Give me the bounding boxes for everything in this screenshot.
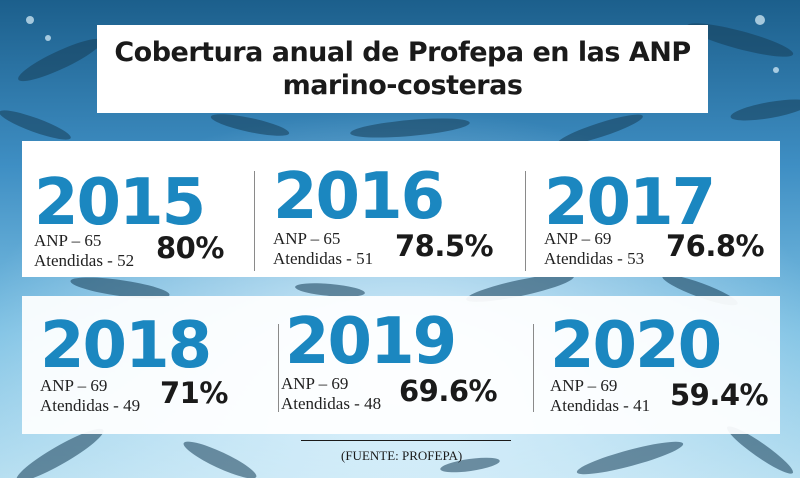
page-title-line-2: marino-costeras [282, 70, 523, 101]
atendidas-count: Atendidas - 49 [40, 396, 141, 415]
year-label: 2019 [285, 305, 457, 379]
atendidas-count: Atendidas - 41 [550, 396, 651, 415]
year-card-2015: 2015 ANP – 65 Atendidas - 52 80% [22, 141, 254, 277]
divider [533, 324, 534, 412]
atendidas-count: Atendidas - 48 [281, 394, 382, 413]
title-box: Cobertura anual de Profepa en las ANP ma… [97, 25, 708, 113]
year-card-2019: 2019 ANP – 69 Atendidas - 48 69.6% [279, 296, 531, 434]
source-credit: (FUENTE: PROFEPA) [341, 448, 463, 463]
coverage-percent: 69.6% [399, 374, 498, 408]
coverage-percent: 76.8% [666, 229, 765, 263]
atendidas-count: Atendidas - 53 [544, 249, 645, 268]
coverage-percent: 80% [156, 231, 224, 265]
year-card-2016: 2016 ANP – 65 Atendidas - 51 78.5% [255, 141, 525, 277]
anp-count: ANP – 65 [273, 229, 341, 248]
anp-count: ANP – 69 [40, 376, 108, 395]
panel-background [22, 296, 780, 434]
source-rule [301, 440, 511, 441]
anp-count: ANP – 69 [544, 229, 612, 248]
divider [254, 171, 255, 271]
atendidas-count: Atendidas - 51 [273, 249, 374, 268]
atendidas-count: Atendidas - 52 [34, 251, 135, 270]
year-label: 2015 [34, 166, 206, 240]
year-card-2020: 2020 ANP – 69 Atendidas - 41 59.4% [534, 296, 780, 434]
year-card-2018: 2018 ANP – 69 Atendidas - 49 71% [22, 296, 278, 434]
year-label: 2018 [40, 309, 212, 383]
anp-count: ANP – 69 [550, 376, 618, 395]
divider [525, 171, 526, 271]
coverage-percent: 59.4% [670, 378, 769, 412]
stats-panel-top: 2015 ANP – 65 Atendidas - 52 80% 2016 AN… [22, 141, 780, 277]
year-card-2017: 2017 ANP – 69 Atendidas - 53 76.8% [526, 141, 780, 277]
anp-count: ANP – 65 [34, 231, 102, 250]
divider [278, 324, 279, 412]
year-label: 2016 [273, 160, 445, 234]
coverage-percent: 78.5% [395, 229, 494, 263]
coverage-percent: 71% [160, 376, 228, 410]
stats-panel-bottom: 2018 ANP – 69 Atendidas - 49 71% 2019 AN… [22, 296, 780, 434]
year-label: 2020 [550, 309, 722, 383]
page-title-line-1: Cobertura anual de Profepa en las ANP [114, 37, 691, 68]
anp-count: ANP – 69 [281, 374, 349, 393]
year-label: 2017 [544, 166, 716, 240]
